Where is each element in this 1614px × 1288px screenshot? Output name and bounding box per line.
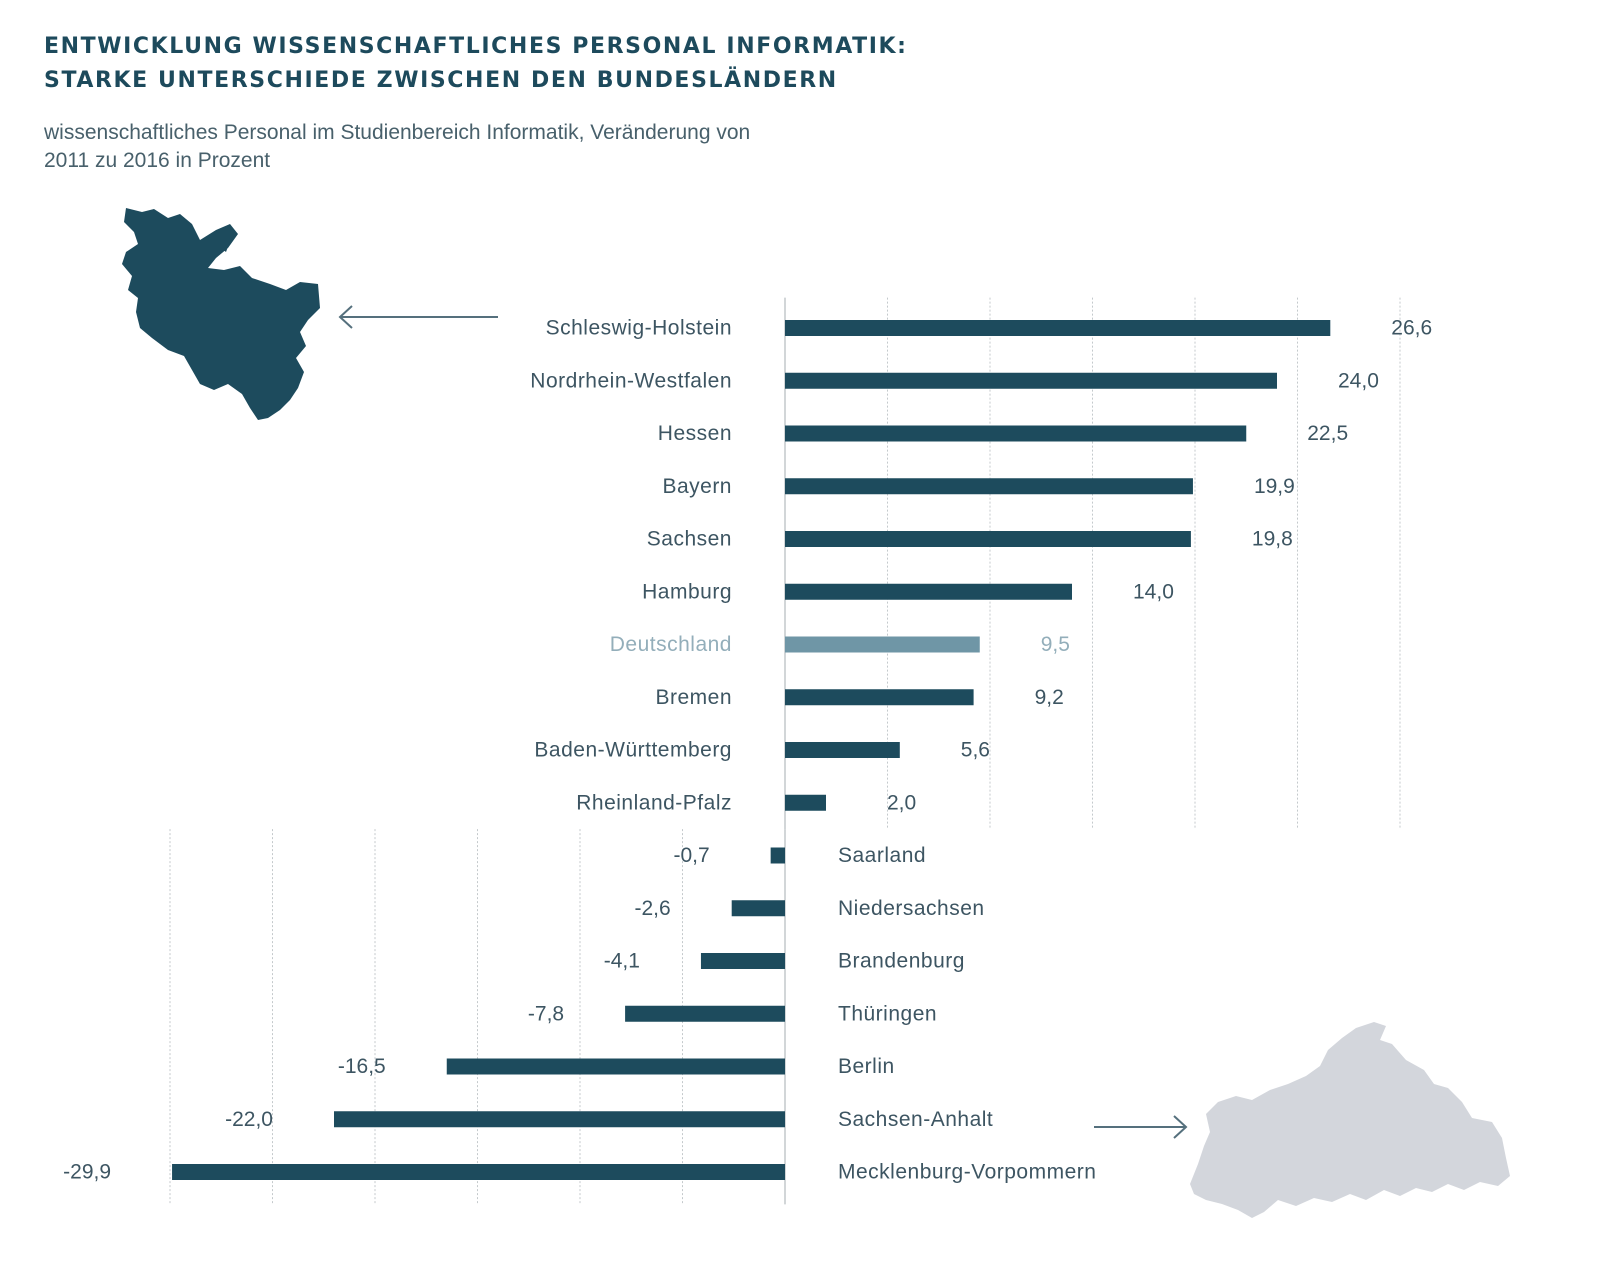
value-label-rheinland-pfalz: 2,0 (887, 791, 916, 814)
chart-subtitle-line-2: 2011 zu 2016 in Prozent (44, 149, 271, 172)
value-label-hamburg: 14,0 (1133, 580, 1174, 603)
category-label-hamburg: Hamburg (642, 580, 732, 603)
bar-hessen (785, 425, 1247, 442)
bar-nordrhein-westfalen (785, 372, 1277, 389)
category-label-mecklenburg-vorpommern: Mecklenburg-Vorpommern (838, 1161, 1096, 1184)
bar-bayern (785, 478, 1193, 495)
bar-thueringen (625, 1005, 785, 1022)
category-label-hessen: Hessen (658, 422, 732, 445)
category-label-niedersachsen: Niedersachsen (838, 897, 985, 920)
mecklenburg-vorpommern-map-icon (1190, 1022, 1510, 1218)
bar-rheinland-pfalz (785, 794, 826, 811)
bar-mecklenburg-vorpommern (172, 1164, 786, 1180)
value-label-berlin: -16,5 (338, 1055, 386, 1078)
category-label-bayern: Bayern (662, 475, 732, 498)
bar-schleswig-holstein (785, 320, 1331, 336)
bar-hamburg (785, 583, 1072, 600)
arrow-left-icon (338, 305, 498, 329)
value-label-saarland: -0,7 (673, 844, 709, 867)
value-label-mecklenburg-vorpommern: -29,9 (63, 1161, 111, 1184)
chart-title-line-1: ENTWICKLUNG WISSENSCHAFTLICHES PERSONAL … (44, 34, 908, 59)
value-label-sachsen: 19,8 (1252, 528, 1293, 551)
bar-niedersachsen (731, 900, 785, 917)
value-label-schleswig-holstein: 26,6 (1391, 317, 1432, 340)
category-label-sachsen: Sachsen (647, 528, 732, 551)
category-label-deutschland: Deutschland (610, 633, 732, 656)
category-label-sachsen-anhalt: Sachsen-Anhalt (838, 1108, 993, 1131)
value-label-niedersachsen: -2,6 (635, 897, 671, 920)
arrow-right-icon (1094, 1115, 1188, 1139)
bar-sachsen-anhalt (334, 1111, 785, 1128)
bar-saarland (770, 847, 785, 864)
bar-brandenburg (700, 953, 785, 969)
category-label-nordrhein-westfalen: Nordrhein-Westfalen (530, 369, 732, 392)
category-label-baden-wuerttemberg: Baden-Württemberg (534, 739, 732, 762)
value-label-deutschland: 9,5 (1041, 633, 1070, 656)
chart-title-line-2: STARKE UNTERSCHIEDE ZWISCHEN DEN BUNDESL… (44, 68, 838, 93)
value-label-bremen: 9,2 (1035, 686, 1064, 709)
value-label-sachsen-anhalt: -22,0 (225, 1108, 273, 1131)
bar-baden-wuerttemberg (785, 742, 900, 758)
bar-deutschland (785, 636, 980, 653)
category-label-bremen: Bremen (655, 686, 732, 709)
category-label-schleswig-holstein: Schleswig-Holstein (546, 317, 732, 340)
category-label-saarland: Saarland (838, 844, 926, 867)
value-label-nordrhein-westfalen: 24,0 (1338, 369, 1379, 392)
value-label-bayern: 19,9 (1254, 475, 1295, 498)
category-label-brandenburg: Brandenburg (838, 950, 965, 973)
bars (172, 320, 1331, 1180)
category-label-thueringen: Thüringen (838, 1002, 937, 1025)
schleswig-holstein-map-icon (122, 208, 320, 420)
labels: Schleswig-Holstein 26,6 Nordrhein-Westfale… (63, 317, 1432, 1184)
value-label-brandenburg: -4,1 (604, 950, 640, 973)
value-label-thueringen: -7,8 (528, 1002, 564, 1025)
bar-sachsen (785, 531, 1191, 547)
bar-bremen (785, 689, 974, 706)
value-label-hessen: 22,5 (1307, 422, 1348, 445)
category-label-berlin: Berlin (838, 1055, 895, 1078)
bar-berlin (446, 1058, 785, 1075)
value-label-baden-wuerttemberg: 5,6 (961, 739, 990, 762)
category-label-rheinland-pfalz: Rheinland-Pfalz (576, 791, 732, 814)
chart-subtitle-line-1: wissenschaftliches Personal im Studienbe… (44, 121, 751, 144)
